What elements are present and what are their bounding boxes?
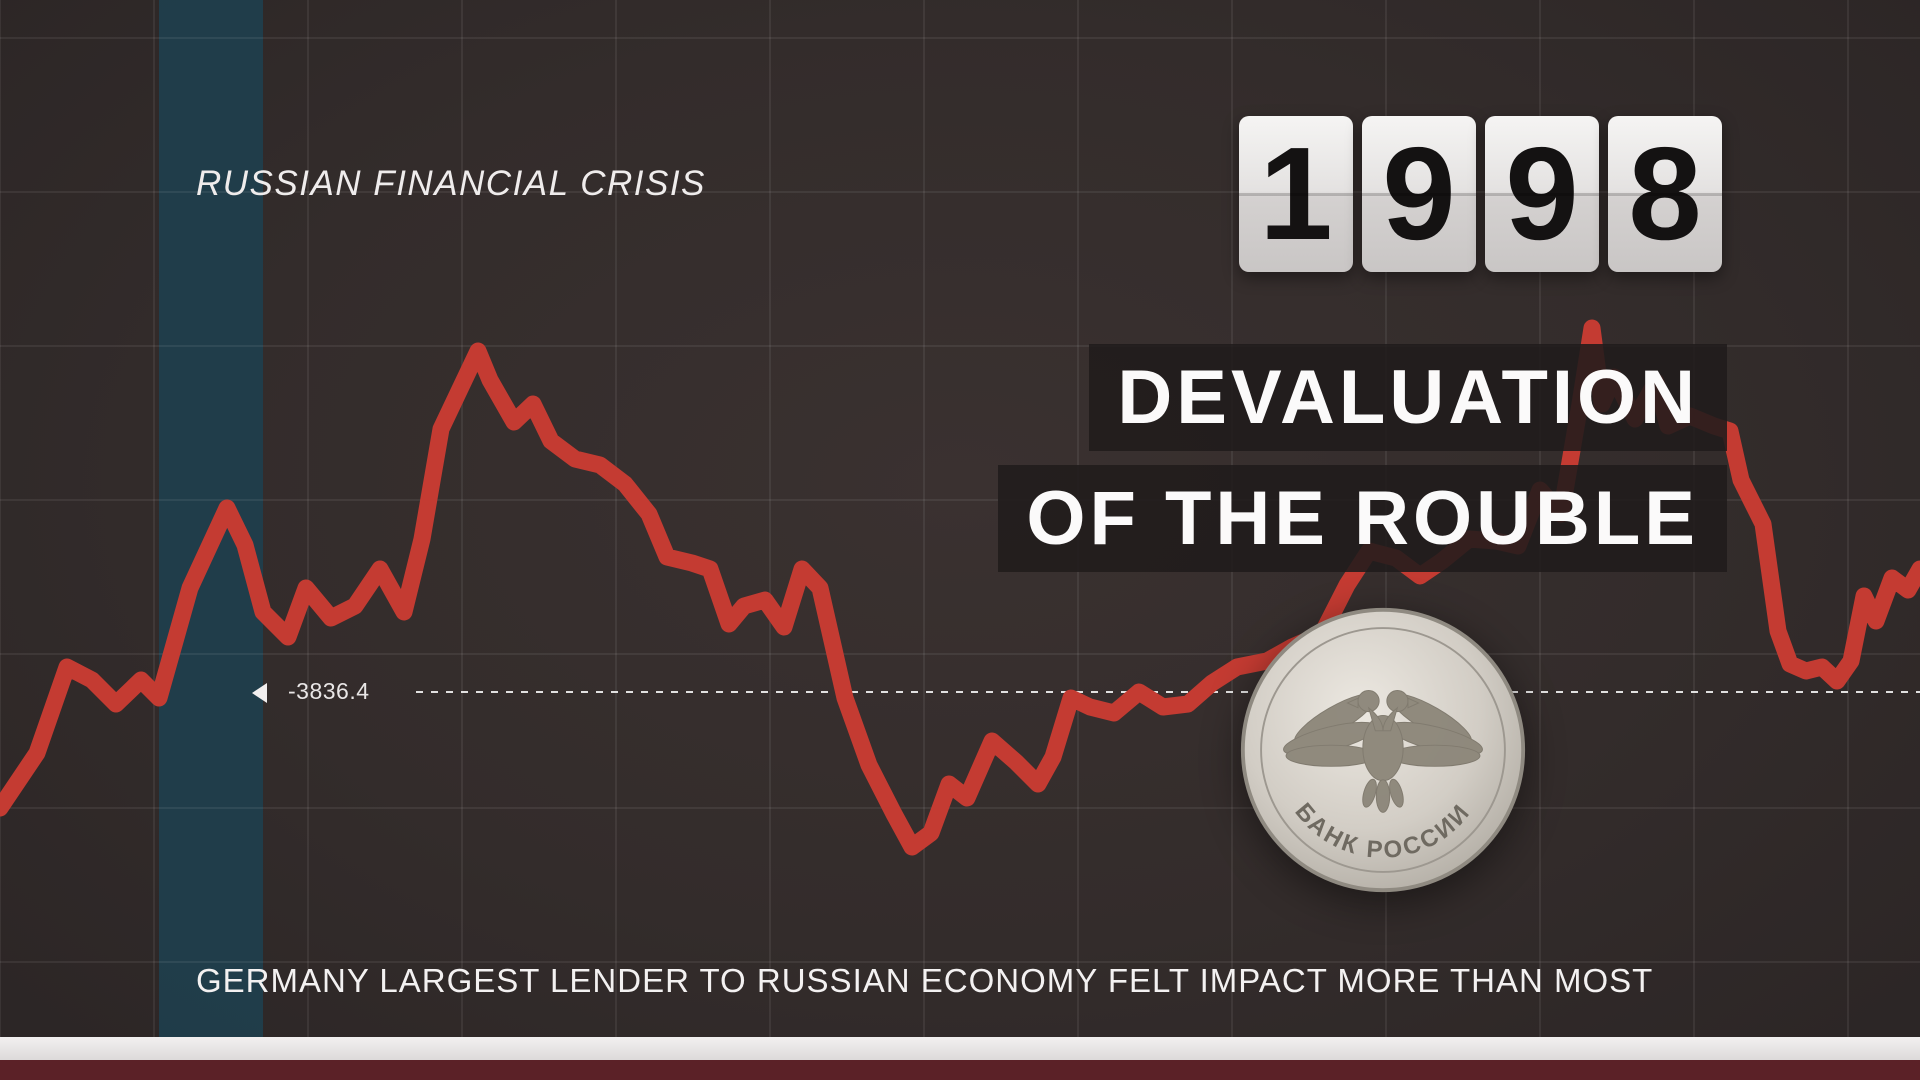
reference-marker-icon — [252, 683, 267, 703]
flip-year-counter: 1 9 9 8 — [1239, 116, 1722, 272]
bottom-bar-maroon — [0, 1060, 1920, 1080]
flip-digit: 8 — [1628, 120, 1702, 267]
flip-digit: 1 — [1259, 120, 1333, 267]
rouble-coin: БАНК РОССИИ — [1239, 606, 1527, 894]
coin-inner-ring — [1260, 627, 1506, 873]
flip-digit-card: 1 — [1239, 116, 1353, 272]
headline: DEVALUATION OF THE ROUBLE — [998, 344, 1727, 572]
flip-digit-card: 9 — [1362, 116, 1476, 272]
headline-line2: OF THE ROUBLE — [998, 465, 1727, 572]
bottom-bar-light — [0, 1037, 1920, 1060]
highlight-band — [159, 0, 263, 1037]
rouble-coin-graphic: БАНК РОССИИ — [1240, 607, 1526, 893]
caption-text: GERMANY LARGEST LENDER TO RUSSIAN ECONOM… — [196, 962, 1654, 999]
flip-digit-card: 8 — [1608, 116, 1722, 272]
kicker-title: RUSSIAN FINANCIAL CRISIS — [196, 164, 706, 203]
flip-digit: 9 — [1382, 120, 1456, 267]
headline-line1: DEVALUATION — [1089, 344, 1727, 451]
flip-digit: 9 — [1505, 120, 1579, 267]
reference-dashed-line — [416, 691, 1920, 693]
double-headed-eagle-icon — [1283, 690, 1483, 813]
reference-value-label: -3836.4 — [288, 678, 370, 704]
flip-digit-card: 9 — [1485, 116, 1599, 272]
